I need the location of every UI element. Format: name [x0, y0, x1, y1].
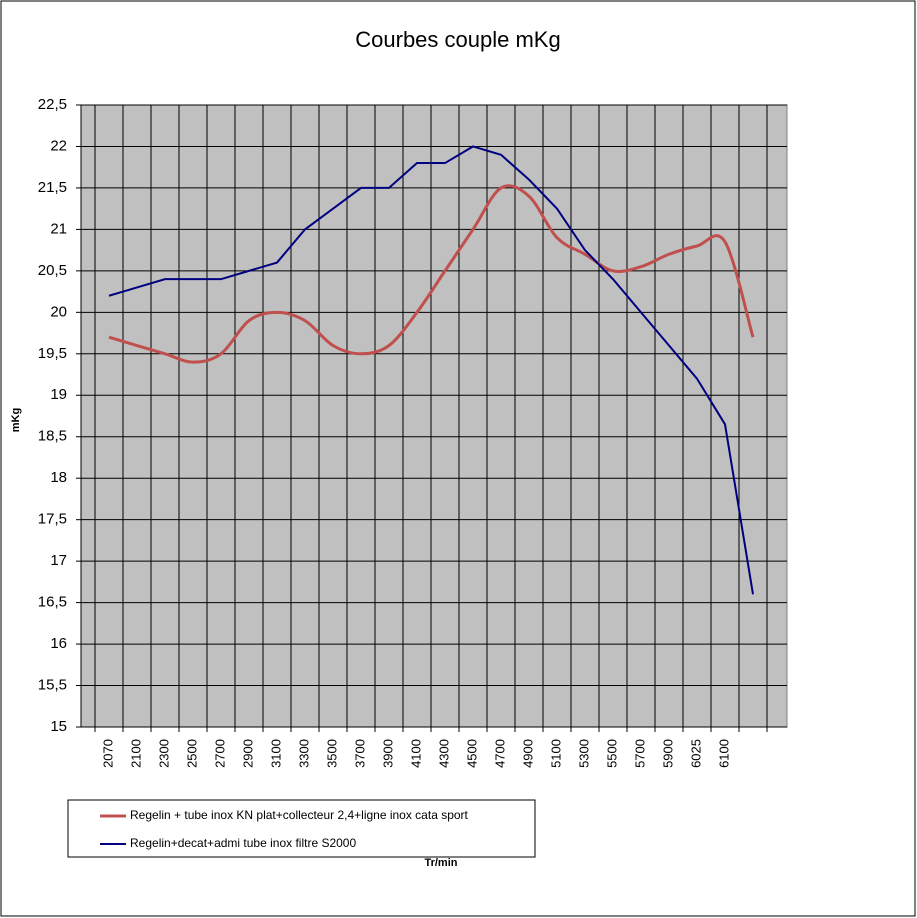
x-tick-label: 5900: [660, 739, 675, 768]
x-tick-label: 4300: [436, 739, 451, 768]
x-tick-label: 2700: [212, 739, 227, 768]
x-tick-label: 5700: [632, 739, 647, 768]
x-tick-label: 4900: [520, 739, 535, 768]
x-tick-label: 5300: [576, 739, 591, 768]
y-tick-label: 18,5: [38, 428, 67, 445]
y-tick-label: 19: [50, 386, 67, 403]
y-tick-label: 15,5: [38, 677, 67, 694]
x-tick-label: 4700: [492, 739, 507, 768]
x-tick-label: 3700: [352, 739, 367, 768]
legend: [67, 799, 536, 858]
x-tick-label: 3300: [296, 739, 311, 768]
x-tick-label: 3900: [380, 739, 395, 768]
series-line: [108, 145, 754, 595]
plot-area: [80, 104, 788, 728]
x-tick-label: 6100: [716, 739, 731, 768]
y-tick-label: 16: [50, 635, 67, 652]
y-tick-label: 21: [50, 220, 67, 237]
y-tick-label: 22,5: [38, 96, 67, 113]
x-tick-label: 6025: [688, 739, 703, 768]
y-tick-label: 22: [50, 137, 67, 154]
x-tick-label: 4500: [464, 739, 479, 768]
y-tick-label: 20: [50, 303, 67, 320]
x-axis-label: Tr/min: [424, 857, 457, 869]
y-tick-label: 17: [50, 552, 67, 569]
x-tick-label: 2100: [128, 739, 143, 768]
y-tick-label: 21,5: [38, 179, 67, 196]
x-tick-label: 5500: [604, 739, 619, 768]
y-tick-label: 19,5: [38, 345, 67, 362]
x-tick-label: 2500: [184, 739, 199, 768]
y-tick-label: 15: [50, 718, 67, 735]
x-tick-label: 3100: [268, 739, 283, 768]
x-tick-label: 4100: [408, 739, 423, 768]
x-tick-label: 2070: [100, 739, 115, 768]
x-tick-label: 3500: [324, 739, 339, 768]
x-tick-label: 5100: [548, 739, 563, 768]
x-tick-label: 2900: [240, 739, 255, 768]
y-tick-label: 18: [50, 469, 67, 486]
chart-title: Courbes couple mKg: [355, 27, 560, 52]
y-tick-label: 17,5: [38, 511, 67, 528]
x-tick-label: 2300: [156, 739, 171, 768]
y-axis-label: mKg: [10, 408, 22, 432]
series-line: [108, 184, 755, 364]
y-tick-label: 20,5: [38, 262, 67, 279]
y-tick-label: 16,5: [38, 594, 67, 611]
legend-label: Regelin + tube inox KN plat+collecteur 2…: [130, 808, 469, 822]
legend-label: Regelin+decat+admi tube inox filtre S200…: [130, 836, 356, 850]
